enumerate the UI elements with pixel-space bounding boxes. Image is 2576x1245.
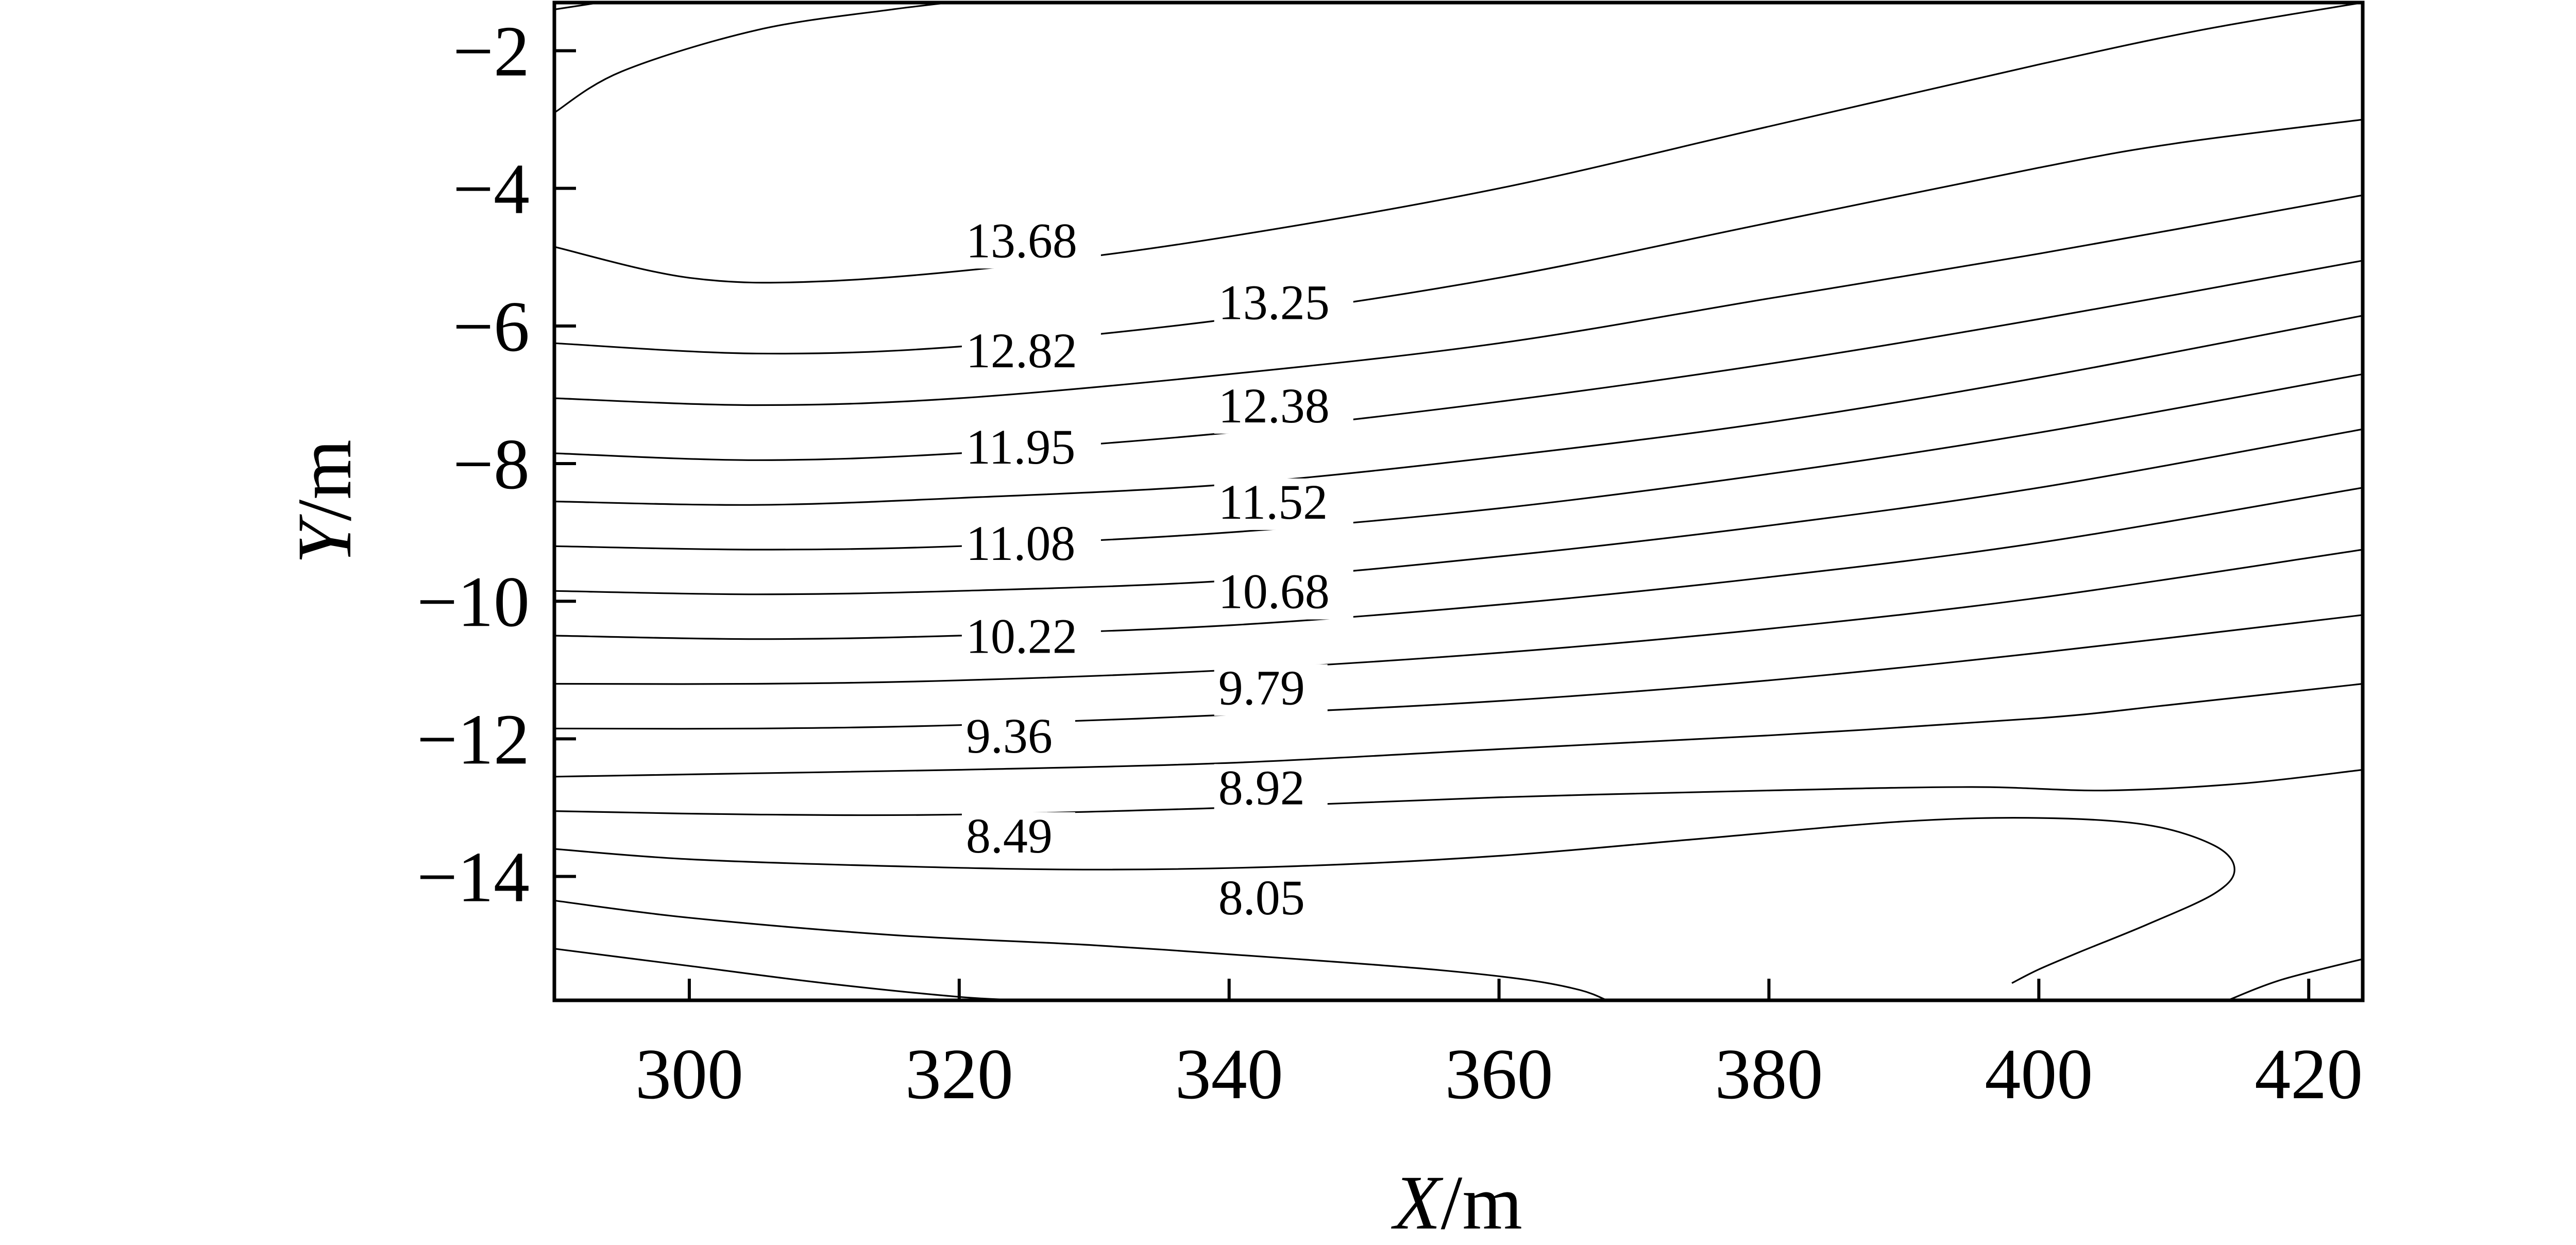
- contour-line-7-62: [2227, 958, 2363, 1000]
- contour-line-11-52: [554, 373, 2363, 551]
- contour-label-bg: [1214, 279, 1353, 331]
- contour-label-8-49: 8.49: [966, 808, 1053, 863]
- contour-label-13-25: 13.25: [1218, 275, 1330, 330]
- contour-line-9-36: [554, 683, 2363, 778]
- x-tick-label: 300: [635, 1034, 743, 1114]
- x-axis-label: X/m: [1391, 1160, 1522, 1245]
- contour-label-bg: [961, 327, 1101, 379]
- contour-label-12-38: 12.38: [1218, 378, 1330, 433]
- plot-frame: [552, 1, 2365, 1002]
- x-tick-label: 400: [1985, 1034, 2093, 1114]
- contour-label-bg: [1214, 764, 1328, 816]
- y-tick-label: −2: [453, 12, 530, 92]
- contour-line-14-11: [554, 3, 957, 114]
- contour-label-13-68: 13.68: [966, 213, 1077, 268]
- contour-label-10-68: 10.68: [1218, 564, 1330, 619]
- contour-label-bg: [1214, 478, 1353, 530]
- contour-label-bg: [961, 520, 1101, 572]
- contour-lines: [554, 3, 2363, 1000]
- contour-line-8-05: [554, 899, 1607, 1000]
- contour-label-bg: [1214, 664, 1328, 716]
- x-tick-label: 340: [1175, 1034, 1283, 1114]
- contour-line-12-82: [554, 194, 2363, 406]
- contour-line-13-25: [554, 118, 2363, 355]
- contour-label-bg: [1214, 568, 1353, 620]
- contour-line-7-62: [554, 948, 1027, 1000]
- x-tick-label: 360: [1445, 1034, 1553, 1114]
- y-tick-label: −6: [453, 287, 530, 367]
- contour-label-bg: [1214, 382, 1353, 434]
- contour-label-8-92: 8.92: [1218, 760, 1305, 815]
- x-tick-label: 380: [1715, 1034, 1823, 1114]
- contour-line-12-38: [554, 260, 2363, 461]
- y-tick-label: −14: [417, 838, 530, 917]
- x-tick-label: 420: [2255, 1034, 2363, 1114]
- contour-labels: 13.68 13.25 12.82 12.38 11.95 11.52 11.08 10.68…: [961, 213, 1353, 926]
- y-tick-label: −12: [417, 700, 530, 779]
- contour-line-13-68: [554, 3, 2363, 284]
- contour-label-8-05: 8.05: [1218, 870, 1305, 925]
- contour-label-bg: [1214, 874, 1328, 926]
- contour-label-bg: [961, 612, 1101, 664]
- contour-label-bg: [961, 712, 1075, 764]
- contour-line-11-95: [554, 315, 2363, 506]
- x-tick-label: 320: [905, 1034, 1013, 1114]
- contour-line-11-08: [554, 428, 2363, 595]
- y-tick-label: −8: [453, 424, 530, 504]
- contour-label-bg: [961, 812, 1075, 864]
- y-tick-label: −4: [453, 149, 530, 229]
- contour-label-9-36: 9.36: [966, 708, 1053, 763]
- contour-line-14-11: [554, 3, 605, 10]
- y-axis-label: Y/m: [282, 439, 367, 564]
- contour-label-11-95: 11.95: [966, 419, 1075, 474]
- axis-ticks: 300 320 340 360 380 400 420 −2 −4 −6 −8 −10 −12 −14: [417, 12, 2363, 1114]
- contour-label-10-22: 10.22: [966, 608, 1077, 663]
- contour-label-bg: [961, 217, 1101, 269]
- contour-line-9-79: [554, 614, 2363, 730]
- contour-line-8-49: [554, 817, 2235, 984]
- contour-label-9-79: 9.79: [1218, 660, 1305, 715]
- contour-line-10-68: [554, 487, 2363, 640]
- contour-label-11-52: 11.52: [1218, 474, 1328, 530]
- contour-label-bg: [961, 423, 1101, 475]
- y-tick-label: −10: [417, 562, 530, 642]
- contour-label-12-82: 12.82: [966, 323, 1077, 378]
- contour-line-8-92: [554, 769, 2363, 816]
- contour-label-11-08: 11.08: [966, 516, 1075, 571]
- contour-line-10-22: [554, 549, 2363, 685]
